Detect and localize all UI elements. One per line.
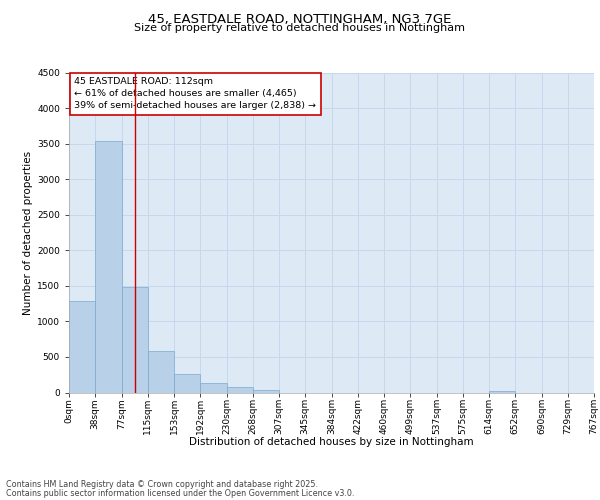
Text: 45 EASTDALE ROAD: 112sqm
← 61% of detached houses are smaller (4,465)
39% of sem: 45 EASTDALE ROAD: 112sqm ← 61% of detach… [74,78,316,110]
Y-axis label: Number of detached properties: Number of detached properties [23,150,33,314]
Bar [174,374,200,392]
Bar [95,141,121,393]
Bar [253,390,279,392]
Bar [200,384,227,392]
Bar [148,350,174,393]
Text: 45, EASTDALE ROAD, NOTTINGHAM, NG3 7GE: 45, EASTDALE ROAD, NOTTINGHAM, NG3 7GE [148,12,452,26]
X-axis label: Distribution of detached houses by size in Nottingham: Distribution of detached houses by size … [189,437,474,447]
Text: Contains HM Land Registry data © Crown copyright and database right 2025.: Contains HM Land Registry data © Crown c… [6,480,318,489]
Text: Size of property relative to detached houses in Nottingham: Size of property relative to detached ho… [134,23,466,33]
Bar [121,286,148,393]
Bar [69,301,95,392]
Bar [489,391,515,392]
Text: Contains public sector information licensed under the Open Government Licence v3: Contains public sector information licen… [6,488,355,498]
Bar [227,387,253,392]
